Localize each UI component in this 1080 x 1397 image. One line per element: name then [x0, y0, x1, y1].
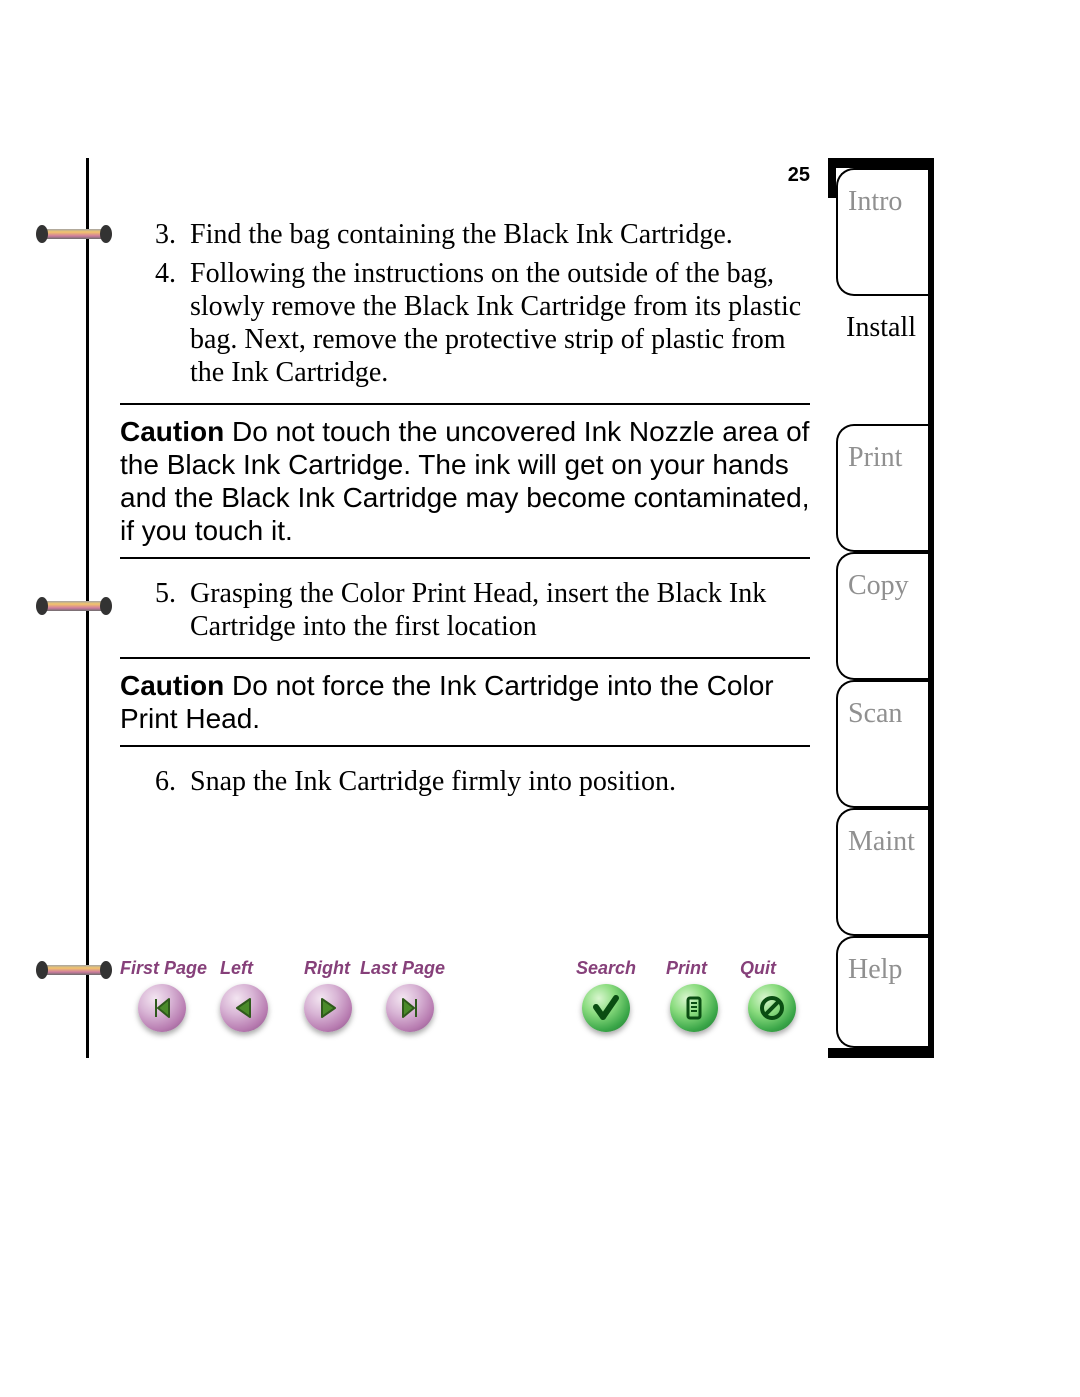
step-number: 6. — [120, 765, 190, 798]
right-arrow-icon — [313, 993, 343, 1023]
quit-button[interactable] — [748, 984, 796, 1032]
left-arrow-icon — [229, 993, 259, 1023]
tab-install[interactable]: Install — [836, 296, 928, 424]
step-number: 5. — [120, 577, 190, 643]
first-page-button[interactable] — [138, 984, 186, 1032]
last-page-button[interactable] — [386, 984, 434, 1032]
manual-page: 25 3. Find the bag containing the Black … — [0, 0, 1080, 1397]
step-text: Grasping the Color Print Head, insert th… — [190, 577, 810, 643]
step-item: 3. Find the bag containing the Black Ink… — [120, 218, 810, 251]
step-number: 3. — [120, 218, 190, 251]
quit-icon — [757, 993, 787, 1023]
caution-label: Caution — [120, 416, 224, 447]
tab-label: Maint — [848, 828, 915, 856]
tab-label: Install — [846, 314, 916, 342]
binder-ring — [36, 224, 112, 244]
caution-box: Caution Do not touch the uncovered Ink N… — [120, 403, 810, 559]
last-page-icon — [395, 993, 425, 1023]
tab-label: Copy — [848, 572, 909, 600]
nav-label-right: Right — [304, 958, 350, 979]
nav-label-last-page: Last Page — [360, 958, 445, 979]
tab-label: Intro — [848, 188, 902, 216]
search-button[interactable] — [582, 984, 630, 1032]
tab-label: Help — [848, 956, 902, 984]
tab-label: Scan — [848, 700, 902, 728]
search-icon — [591, 993, 621, 1023]
print-icon — [679, 993, 709, 1023]
step-text: Snap the Ink Cartridge firmly into posit… — [190, 765, 810, 798]
tab-help[interactable]: Help — [836, 936, 928, 1048]
caution-box: Caution Do not force the Ink Cartridge i… — [120, 657, 810, 747]
step-item: 4. Following the instructions on the out… — [120, 257, 810, 389]
step-item: 5. Grasping the Color Print Head, insert… — [120, 577, 810, 643]
tab-print[interactable]: Print — [836, 424, 928, 552]
nav-label-print: Print — [666, 958, 707, 979]
nav-label-search: Search — [576, 958, 636, 979]
step-list-b: 5. Grasping the Color Print Head, insert… — [120, 577, 810, 643]
nav-label-first-page: First Page — [120, 958, 207, 979]
binder-ring — [36, 960, 112, 980]
nav-label-left: Left — [220, 958, 253, 979]
binder-ring — [36, 596, 112, 616]
tab-maint[interactable]: Maint — [836, 808, 928, 936]
step-text: Find the bag containing the Black Ink Ca… — [190, 218, 810, 251]
first-page-icon — [147, 993, 177, 1023]
step-text: Following the instructions on the outsid… — [190, 257, 810, 389]
step-number: 4. — [120, 257, 190, 389]
page-content: 25 3. Find the bag containing the Black … — [120, 170, 810, 804]
tab-copy[interactable]: Copy — [836, 552, 928, 680]
caution-label: Caution — [120, 670, 224, 701]
tab-scan[interactable]: Scan — [836, 680, 928, 808]
tab-label: Print — [848, 444, 902, 472]
caution-text: Do not touch the uncovered Ink Nozzle ar… — [120, 416, 809, 546]
tab-intro[interactable]: Intro — [836, 168, 928, 296]
section-tabs: Intro Install Print Copy Scan Maint Help — [828, 158, 928, 1058]
step-list-a: 3. Find the bag containing the Black Ink… — [120, 218, 810, 389]
prev-page-button[interactable] — [220, 984, 268, 1032]
nav-label-quit: Quit — [740, 958, 776, 979]
step-item: 6. Snap the Ink Cartridge firmly into po… — [120, 765, 810, 798]
print-button[interactable] — [670, 984, 718, 1032]
step-list-c: 6. Snap the Ink Cartridge firmly into po… — [120, 765, 810, 798]
next-page-button[interactable] — [304, 984, 352, 1032]
page-number: 25 — [788, 164, 810, 187]
